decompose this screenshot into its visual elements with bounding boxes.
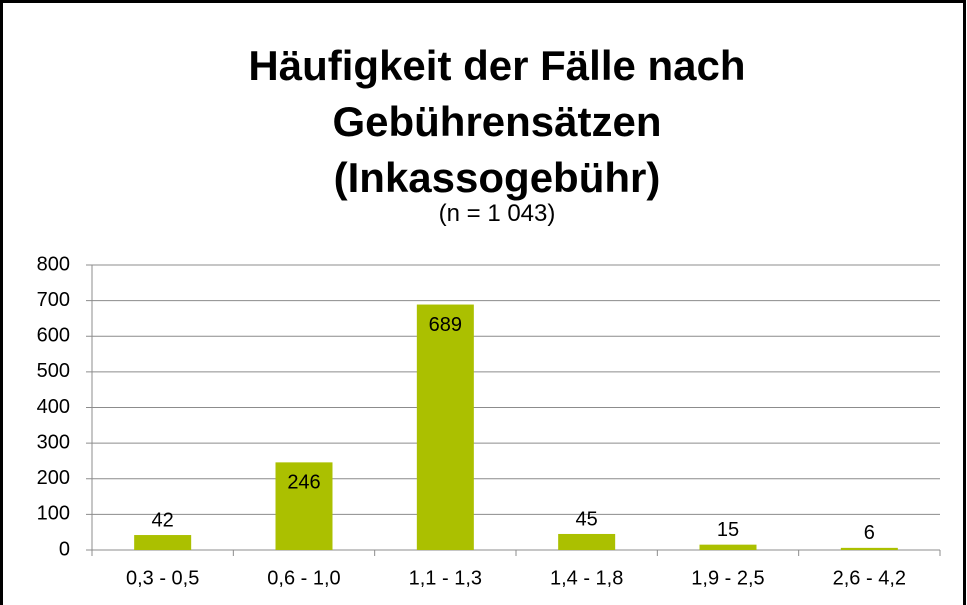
x-tick-label: 0,3 - 0,5 — [126, 567, 199, 589]
x-tick-label: 1,4 - 1,8 — [550, 567, 623, 589]
y-tick-label: 600 — [37, 325, 70, 347]
y-tick-label: 100 — [37, 503, 70, 525]
y-tick-label: 400 — [37, 396, 70, 418]
data-label: 42 — [152, 509, 174, 531]
data-label: 15 — [717, 519, 739, 541]
chart-title: Häufigkeit der Fälle nach Gebührensätzen… — [248, 42, 746, 201]
bar — [416, 304, 474, 550]
y-tick-label: 0 — [59, 538, 70, 560]
bar — [134, 535, 192, 550]
bar — [699, 544, 757, 550]
bar — [558, 533, 616, 550]
data-label: 6 — [864, 522, 875, 544]
bar — [840, 547, 898, 550]
y-tick-label: 200 — [37, 467, 70, 489]
y-tick-label: 300 — [37, 431, 70, 453]
data-label: 246 — [287, 472, 320, 494]
y-tick-label: 700 — [37, 289, 70, 311]
x-tick-label: 0,6 - 1,0 — [267, 567, 340, 589]
y-tick-label: 800 — [37, 253, 70, 275]
x-tick-label: 2,6 - 4,2 — [833, 567, 906, 589]
bar — [275, 462, 333, 550]
y-tick-label: 500 — [37, 360, 70, 382]
data-label: 45 — [576, 508, 598, 530]
x-tick-label: 1,9 - 2,5 — [691, 567, 764, 589]
chart-subtitle: (n = 1 043) — [438, 200, 556, 227]
data-label: 689 — [429, 314, 462, 336]
x-tick-label: 1,1 - 1,3 — [409, 567, 482, 589]
